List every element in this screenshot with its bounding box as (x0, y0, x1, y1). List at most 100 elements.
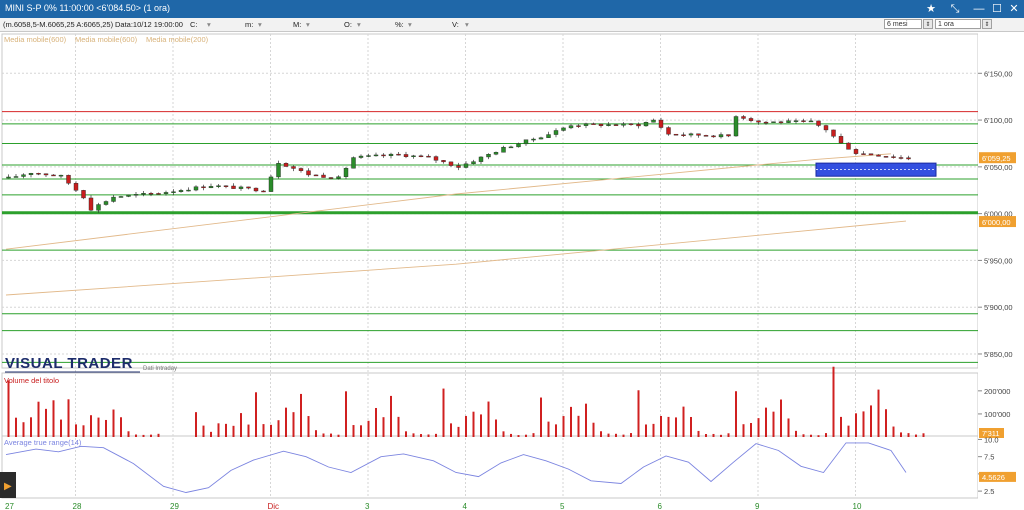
volume-bar (30, 417, 32, 437)
volume-bar (540, 397, 542, 437)
volume-bar (780, 399, 782, 437)
maximize-icon[interactable]: ☐ (992, 3, 1002, 15)
candle-down (88, 197, 94, 211)
candle-down (741, 116, 746, 119)
candle-up (463, 163, 469, 168)
time-axis-background (0, 500, 1024, 510)
candle-down (253, 187, 259, 192)
atr-title: Average true range(14) (4, 438, 82, 447)
volume-bar (405, 431, 407, 437)
volume-title: Volume del titolo (4, 376, 59, 385)
window-title: MINI S-P 0% 11:00:00 <6'084.50> (1 ora) (5, 3, 170, 13)
volume-bar (382, 417, 385, 437)
candle-up (516, 143, 521, 148)
volume-bar (870, 405, 872, 437)
candle-up (186, 189, 191, 192)
volume-bar (495, 419, 497, 437)
y-tick-label: 6'000,00 (984, 210, 1013, 219)
volume-bar (195, 412, 197, 437)
candle-up (366, 155, 371, 157)
volume-bar (765, 407, 767, 437)
volume-bar (135, 434, 137, 437)
candle-down (763, 121, 769, 124)
volume-bar (690, 416, 692, 437)
volume-bar (285, 407, 287, 437)
candle-up (546, 134, 551, 138)
period-select[interactable]: 6 mesi (884, 19, 922, 29)
volume-bar (300, 393, 302, 437)
volume-bar (97, 417, 100, 437)
candle-up (126, 194, 131, 197)
volume-bar (630, 433, 632, 437)
volume-bar (442, 388, 445, 437)
candle-up (688, 133, 694, 136)
candle-down (283, 163, 289, 167)
volume-bar (517, 435, 520, 437)
close-icon[interactable]: ✕ (1009, 3, 1019, 15)
candle-up (21, 174, 26, 177)
scroll-handle (0, 472, 16, 498)
candle-down (156, 193, 161, 195)
candle-up (13, 176, 19, 178)
volume-last-label: 7'311 (982, 429, 1000, 438)
volume-bar (390, 395, 392, 437)
volume-bar (652, 423, 655, 437)
volume-bar (615, 433, 617, 437)
field-c-dropdown[interactable]: ▾ (207, 20, 211, 29)
interval-select[interactable]: 1 ora (935, 19, 981, 29)
volume-bar (855, 413, 857, 437)
period-spin-button[interactable]: ⇕ (923, 19, 933, 29)
field-v-dropdown[interactable]: ▾ (465, 20, 469, 29)
scroll-arrow-icon[interactable]: ▶ (4, 481, 12, 492)
field-pct-dropdown[interactable]: ▾ (408, 20, 412, 29)
candle-down (66, 174, 71, 184)
x-tick-label: 9 (755, 502, 760, 510)
candle-down (321, 174, 326, 178)
moving-average-600-line (5, 153, 892, 250)
star-icon[interactable]: ★ (926, 3, 936, 15)
volume-bar (427, 434, 430, 437)
volume-bar (907, 433, 910, 437)
volume-bar (480, 414, 482, 437)
x-tick-label: 3 (365, 502, 370, 510)
candle-up (178, 190, 184, 192)
candle-down (433, 156, 439, 161)
volume-y-tick-label: 200'000 (984, 387, 1010, 396)
candle-down (898, 157, 904, 159)
field-m-dropdown[interactable]: ▾ (258, 20, 262, 29)
volume-bar (682, 406, 685, 437)
volume-bar (847, 425, 850, 437)
candle-up (141, 193, 146, 195)
volume-bar (570, 406, 572, 437)
candle-down (861, 153, 866, 155)
volume-bar (60, 419, 62, 437)
minimize-icon[interactable]: — (973, 3, 985, 15)
candle-up (718, 134, 724, 138)
volume-bar (450, 423, 452, 437)
field-pct-label: %: (395, 20, 404, 29)
candle-up (118, 196, 124, 198)
volume-bar (22, 422, 25, 437)
volume-bar (675, 417, 677, 437)
volume-y-tick-label: 100'000 (984, 410, 1010, 419)
interval-spin-button[interactable]: ⇕ (982, 19, 992, 29)
volume-bar (772, 411, 775, 437)
atr-last-label: 4.5626 (982, 473, 1005, 482)
volume-bar (892, 426, 895, 437)
volume-bar (90, 415, 92, 437)
sub-caption: Dati Intraday (143, 366, 177, 372)
field-o-dropdown[interactable]: ▾ (357, 20, 361, 29)
volume-bar (922, 433, 925, 437)
candle-up (808, 120, 814, 123)
candle-up (493, 152, 499, 155)
candle-down (148, 193, 154, 195)
x-tick-label: 29 (170, 502, 179, 510)
candle-up (786, 120, 791, 123)
field-M-dropdown[interactable]: ▾ (306, 20, 310, 29)
restore-arrow-icon[interactable]: ⤡ (950, 3, 960, 15)
candle-up (621, 123, 626, 126)
moving-average-200-line (5, 220, 907, 296)
candle-up (733, 116, 739, 137)
candle-down (883, 156, 889, 158)
volume-bar (15, 417, 17, 437)
